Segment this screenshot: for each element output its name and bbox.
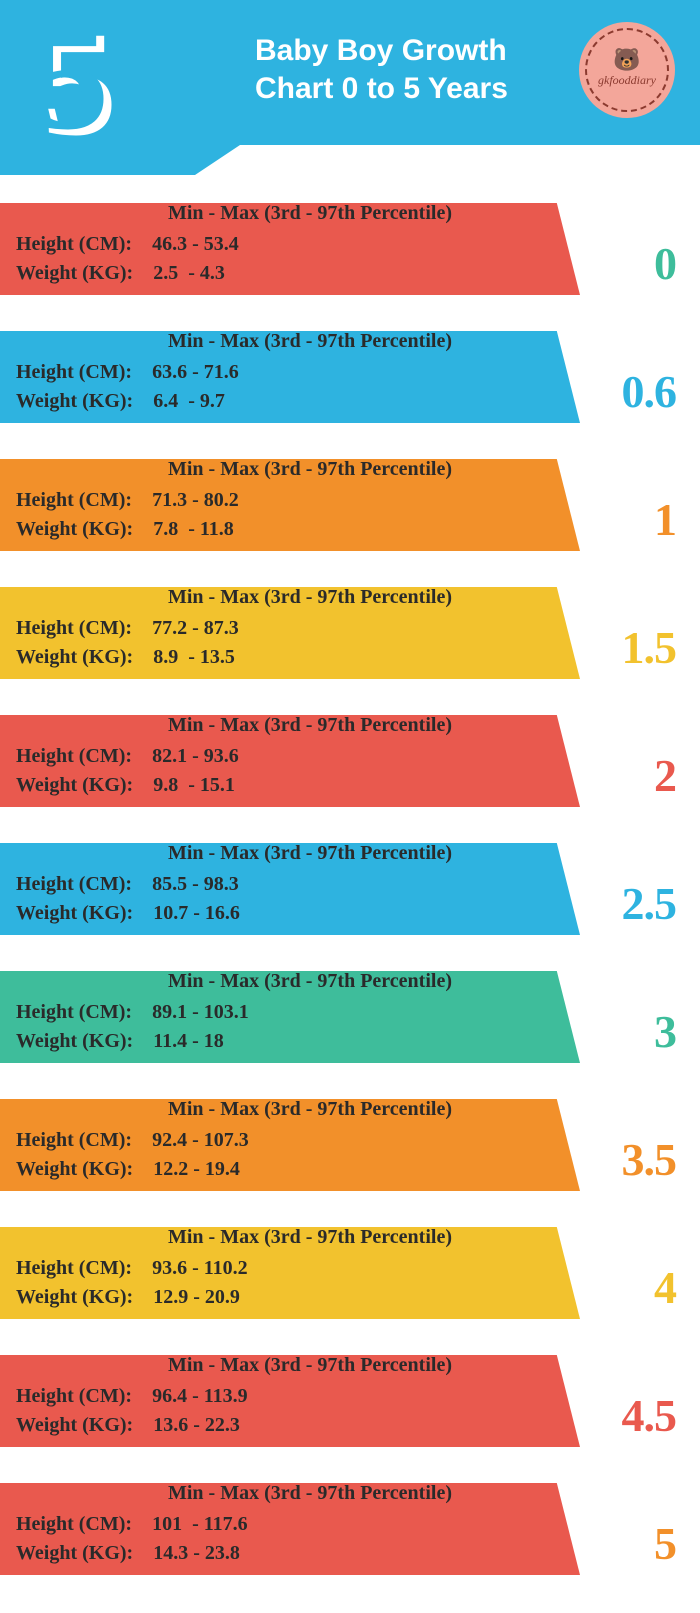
growth-row: Min - Max (3rd - 97th Percentile)Height …	[0, 1087, 700, 1205]
growth-row: Min - Max (3rd - 97th Percentile)Height …	[0, 959, 700, 1077]
growth-row: Min - Max (3rd - 97th Percentile)Height …	[0, 1343, 700, 1461]
header-number: 5	[34, 0, 103, 164]
logo-border	[585, 28, 669, 112]
growth-row: Min - Max (3rd - 97th Percentile)Height …	[0, 319, 700, 437]
growth-row: Min - Max (3rd - 97th Percentile)Height …	[0, 575, 700, 693]
row-height-line: Height (CM): 101 - 117.6	[16, 1510, 452, 1539]
row-weight-line: Weight (KG): 8.9 - 13.5	[16, 643, 452, 672]
age-label: 2.5	[622, 877, 677, 930]
row-weight-line: Weight (KG): 13.6 - 22.3	[16, 1411, 452, 1440]
row-minmax-label: Min - Max (3rd - 97th Percentile)	[168, 199, 452, 228]
age-label: 1.5	[622, 621, 677, 674]
row-minmax-label: Min - Max (3rd - 97th Percentile)	[168, 455, 452, 484]
growth-row: Min - Max (3rd - 97th Percentile)Height …	[0, 831, 700, 949]
row-text: Min - Max (3rd - 97th Percentile)Height …	[16, 199, 452, 288]
title-line-1: Baby Boy Growth	[255, 34, 507, 67]
row-minmax-label: Min - Max (3rd - 97th Percentile)	[168, 1479, 452, 1508]
growth-row: Min - Max (3rd - 97th Percentile)Height …	[0, 1215, 700, 1333]
row-text: Min - Max (3rd - 97th Percentile)Height …	[16, 1223, 452, 1312]
age-label: 1	[654, 493, 676, 546]
row-text: Min - Max (3rd - 97th Percentile)Height …	[16, 583, 452, 672]
row-weight-line: Weight (KG): 6.4 - 9.7	[16, 387, 452, 416]
row-height-line: Height (CM): 71.3 - 80.2	[16, 486, 452, 515]
row-text: Min - Max (3rd - 97th Percentile)Height …	[16, 839, 452, 928]
row-minmax-label: Min - Max (3rd - 97th Percentile)	[168, 711, 452, 740]
row-text: Min - Max (3rd - 97th Percentile)Height …	[16, 711, 452, 800]
row-weight-line: Weight (KG): 10.7 - 16.6	[16, 899, 452, 928]
row-text: Min - Max (3rd - 97th Percentile)Height …	[16, 455, 452, 544]
age-label: 3.5	[622, 1133, 677, 1186]
page-title: Baby Boy Growth Chart 0 to 5 Years	[255, 32, 508, 107]
row-weight-line: Weight (KG): 14.3 - 23.8	[16, 1539, 452, 1568]
row-weight-line: Weight (KG): 9.8 - 15.1	[16, 771, 452, 800]
row-height-line: Height (CM): 96.4 - 113.9	[16, 1382, 452, 1411]
row-height-line: Height (CM): 63.6 - 71.6	[16, 358, 452, 387]
age-label: 3	[654, 1005, 676, 1058]
row-weight-line: Weight (KG): 7.8 - 11.8	[16, 515, 452, 544]
row-height-line: Height (CM): 82.1 - 93.6	[16, 742, 452, 771]
age-label: 4.5	[622, 1389, 677, 1442]
row-text: Min - Max (3rd - 97th Percentile)Height …	[16, 967, 452, 1056]
row-weight-line: Weight (KG): 12.2 - 19.4	[16, 1155, 452, 1184]
row-height-line: Height (CM): 85.5 - 98.3	[16, 870, 452, 899]
row-height-line: Height (CM): 89.1 - 103.1	[16, 998, 452, 1027]
title-line-2: Chart 0 to 5 Years	[255, 72, 508, 105]
header: 5 5 Baby Boy Growth Chart 0 to 5 Years 🐻…	[0, 0, 700, 175]
row-weight-line: Weight (KG): 2.5 - 4.3	[16, 259, 452, 288]
brand-logo: 🐻 gkfooddiary	[579, 22, 675, 118]
row-minmax-label: Min - Max (3rd - 97th Percentile)	[168, 1223, 452, 1252]
age-label: 4	[654, 1261, 676, 1314]
row-minmax-label: Min - Max (3rd - 97th Percentile)	[168, 1095, 452, 1124]
row-weight-line: Weight (KG): 11.4 - 18	[16, 1027, 452, 1056]
row-minmax-label: Min - Max (3rd - 97th Percentile)	[168, 1351, 452, 1380]
row-text: Min - Max (3rd - 97th Percentile)Height …	[16, 1095, 452, 1184]
row-minmax-label: Min - Max (3rd - 97th Percentile)	[168, 583, 452, 612]
row-height-line: Height (CM): 93.6 - 110.2	[16, 1254, 452, 1283]
growth-row: Min - Max (3rd - 97th Percentile)Height …	[0, 703, 700, 821]
row-minmax-label: Min - Max (3rd - 97th Percentile)	[168, 967, 452, 996]
age-label: 5	[654, 1517, 676, 1570]
row-weight-line: Weight (KG): 12.9 - 20.9	[16, 1283, 452, 1312]
row-minmax-label: Min - Max (3rd - 97th Percentile)	[168, 839, 452, 868]
age-label: 0	[654, 237, 676, 290]
row-text: Min - Max (3rd - 97th Percentile)Height …	[16, 1351, 452, 1440]
growth-row: Min - Max (3rd - 97th Percentile)Height …	[0, 1471, 700, 1589]
row-text: Min - Max (3rd - 97th Percentile)Height …	[16, 1479, 452, 1568]
growth-row: Min - Max (3rd - 97th Percentile)Height …	[0, 191, 700, 309]
row-minmax-label: Min - Max (3rd - 97th Percentile)	[168, 327, 452, 356]
age-label: 2	[654, 749, 676, 802]
growth-rows: Min - Max (3rd - 97th Percentile)Height …	[0, 175, 700, 1589]
row-height-line: Height (CM): 92.4 - 107.3	[16, 1126, 452, 1155]
row-height-line: Height (CM): 77.2 - 87.3	[16, 614, 452, 643]
row-text: Min - Max (3rd - 97th Percentile)Height …	[16, 327, 452, 416]
footer-gap	[0, 1589, 700, 1613]
growth-row: Min - Max (3rd - 97th Percentile)Height …	[0, 447, 700, 565]
age-label: 0.6	[622, 365, 677, 418]
row-height-line: Height (CM): 46.3 - 53.4	[16, 230, 452, 259]
